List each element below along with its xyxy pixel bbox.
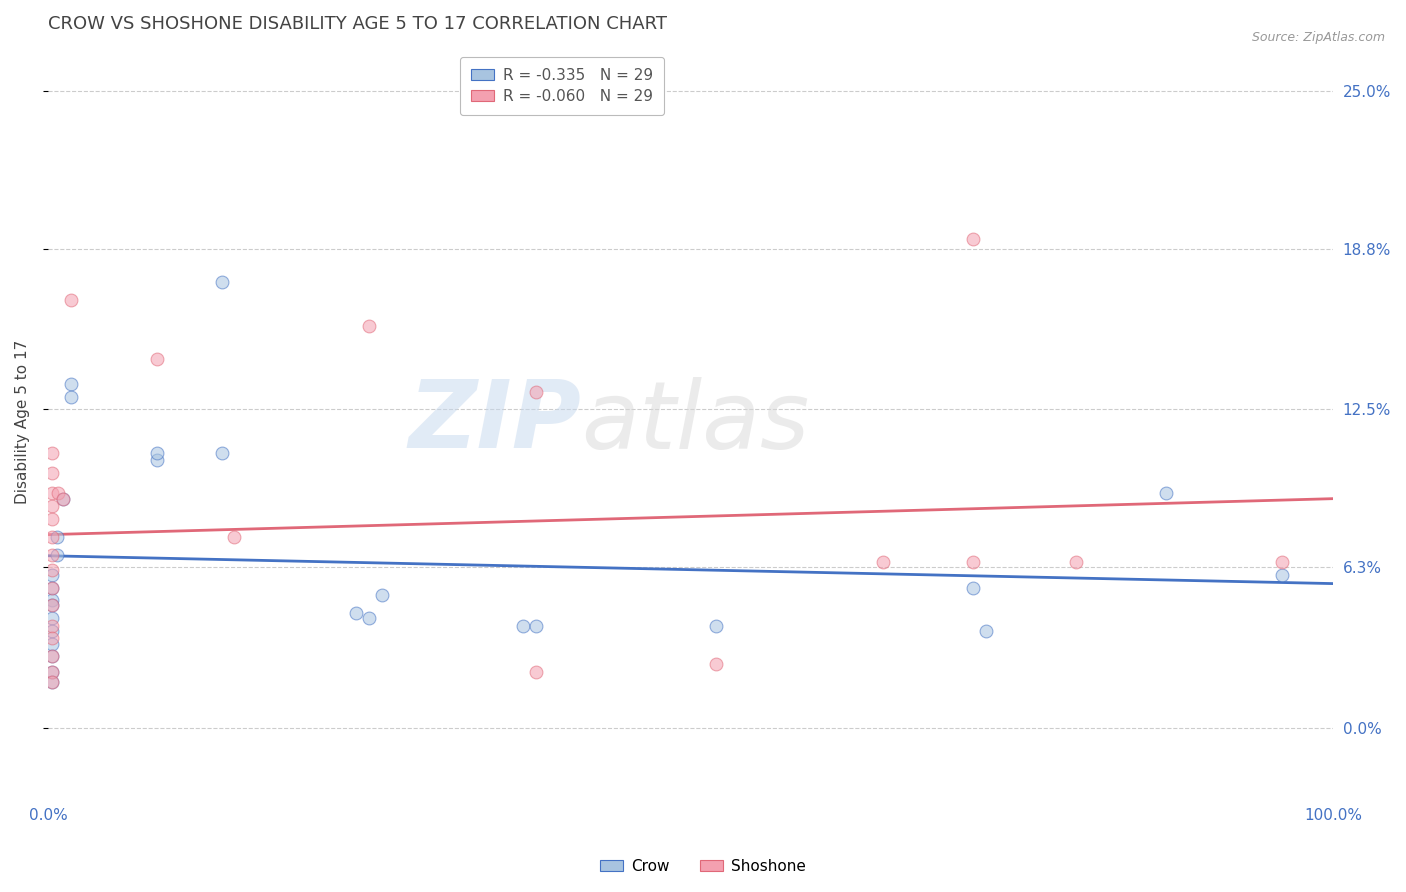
- Point: [524, 619, 547, 633]
- Point: [524, 665, 547, 679]
- Legend: Crow, Shoshone: Crow, Shoshone: [595, 853, 811, 880]
- Text: Source: ZipAtlas.com: Source: ZipAtlas.com: [1251, 31, 1385, 45]
- Y-axis label: Disability Age 5 to 17: Disability Age 5 to 17: [15, 340, 30, 504]
- Point: [359, 318, 381, 333]
- Point: [1064, 555, 1087, 569]
- Point: [41, 674, 63, 689]
- Point: [52, 491, 75, 506]
- Point: [359, 611, 381, 625]
- Point: [46, 548, 69, 562]
- Point: [60, 390, 83, 404]
- Point: [41, 593, 63, 607]
- Point: [41, 599, 63, 613]
- Point: [41, 512, 63, 526]
- Point: [41, 619, 63, 633]
- Point: [41, 665, 63, 679]
- Point: [41, 567, 63, 582]
- Point: [344, 606, 367, 620]
- Point: [41, 611, 63, 625]
- Point: [60, 293, 83, 307]
- Point: [41, 581, 63, 595]
- Point: [41, 632, 63, 646]
- Point: [41, 674, 63, 689]
- Point: [41, 649, 63, 664]
- Point: [1270, 567, 1292, 582]
- Point: [524, 384, 547, 399]
- Text: ZIP: ZIP: [408, 376, 581, 468]
- Point: [41, 466, 63, 480]
- Point: [974, 624, 997, 638]
- Point: [41, 530, 63, 544]
- Point: [41, 636, 63, 650]
- Point: [872, 555, 894, 569]
- Point: [146, 351, 169, 366]
- Point: [41, 649, 63, 664]
- Point: [60, 377, 83, 392]
- Point: [211, 446, 233, 460]
- Point: [46, 530, 69, 544]
- Text: CROW VS SHOSHONE DISABILITY AGE 5 TO 17 CORRELATION CHART: CROW VS SHOSHONE DISABILITY AGE 5 TO 17 …: [48, 15, 666, 33]
- Point: [224, 530, 246, 544]
- Point: [1154, 486, 1177, 500]
- Point: [41, 665, 63, 679]
- Text: atlas: atlas: [581, 376, 810, 467]
- Point: [41, 624, 63, 638]
- Point: [704, 619, 727, 633]
- Point: [146, 453, 169, 467]
- Point: [52, 491, 75, 506]
- Point: [46, 486, 69, 500]
- Point: [512, 619, 534, 633]
- Point: [41, 486, 63, 500]
- Point: [41, 499, 63, 513]
- Point: [962, 581, 984, 595]
- Legend: R = -0.335   N = 29, R = -0.060   N = 29: R = -0.335 N = 29, R = -0.060 N = 29: [460, 57, 664, 114]
- Point: [41, 446, 63, 460]
- Point: [704, 657, 727, 671]
- Point: [41, 563, 63, 577]
- Point: [962, 232, 984, 246]
- Point: [41, 548, 63, 562]
- Point: [41, 581, 63, 595]
- Point: [1270, 555, 1292, 569]
- Point: [211, 275, 233, 289]
- Point: [41, 599, 63, 613]
- Point: [371, 588, 394, 602]
- Point: [146, 446, 169, 460]
- Point: [962, 555, 984, 569]
